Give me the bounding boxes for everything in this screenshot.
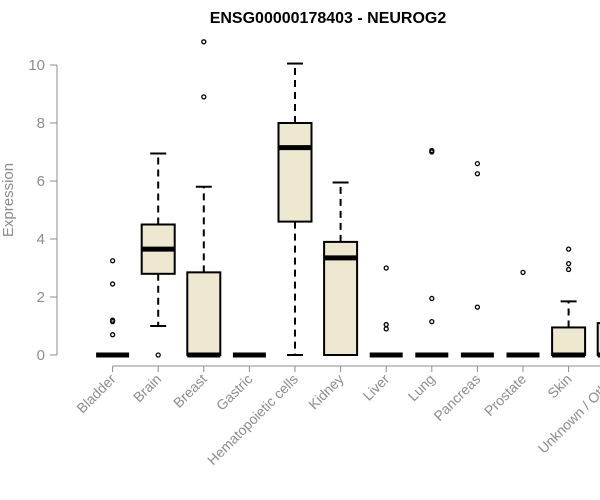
y-axis-label: Expression bbox=[0, 163, 17, 237]
outlier-point-liver bbox=[383, 265, 389, 271]
outlier-point-skin bbox=[565, 266, 572, 273]
outlier-point-pancreas bbox=[474, 304, 481, 310]
outlier-point-breast bbox=[201, 94, 207, 100]
y-tick-label: 2 bbox=[37, 289, 45, 306]
outlier-point-bladder bbox=[109, 318, 116, 325]
box-unknown-other bbox=[596, 322, 600, 357]
outlier-point-lung bbox=[429, 318, 435, 325]
outlier-point-pancreas bbox=[474, 160, 481, 167]
outlier-point-lung bbox=[429, 295, 435, 302]
y-tick-label: 0 bbox=[37, 347, 45, 364]
outlier-point-prostate bbox=[520, 269, 526, 276]
outlier-point-liver bbox=[383, 321, 389, 328]
outlier-point-skin bbox=[565, 246, 572, 252]
x-tick-label-liver: Liver bbox=[360, 371, 393, 404]
x-tick-label-skin: Skin bbox=[544, 371, 575, 402]
outlier-point-bladder bbox=[109, 281, 116, 287]
outlier-point-skin bbox=[565, 260, 572, 267]
x-tick-label-kidney: Kidney bbox=[305, 371, 347, 413]
x-tick-label-brain: Brain bbox=[130, 371, 164, 405]
x-tick-label-hematopoietic-cells: Hematopoietic cells bbox=[204, 371, 301, 468]
x-tick-label-pancreas: Pancreas bbox=[430, 371, 483, 424]
outlier-point-pancreas bbox=[474, 171, 481, 177]
y-tick-label: 6 bbox=[37, 173, 45, 190]
outlier-point-breast bbox=[201, 39, 207, 45]
x-tick-label-gastric: Gastric bbox=[213, 371, 256, 414]
box-hematopoietic-cells bbox=[277, 122, 313, 223]
y-tick-label: 4 bbox=[37, 231, 45, 248]
chart-title: ENSG00000178403 - NEUROG2 bbox=[210, 10, 447, 27]
box-breast bbox=[186, 271, 222, 357]
x-tick-label-lung: Lung bbox=[405, 371, 438, 404]
outlier-point-bladder bbox=[109, 332, 116, 338]
outlier-point-brain bbox=[155, 352, 161, 358]
x-tick-label-prostate: Prostate bbox=[481, 371, 529, 419]
box-kidney bbox=[323, 240, 359, 356]
box-skin bbox=[551, 326, 587, 357]
x-tick-label-breast: Breast bbox=[170, 371, 210, 411]
plot-area: 0 2 4 6 8 10 Bladder Brain Breast GastricHematopo… bbox=[28, 39, 600, 468]
outlier-point-lung bbox=[429, 149, 435, 155]
y-tick-label: 8 bbox=[37, 115, 45, 132]
y-tick-label: 10 bbox=[28, 57, 45, 74]
outlier-point-bladder bbox=[109, 258, 116, 264]
x-tick-label-bladder: Bladder bbox=[73, 371, 119, 417]
outlier-point-liver bbox=[383, 326, 389, 332]
